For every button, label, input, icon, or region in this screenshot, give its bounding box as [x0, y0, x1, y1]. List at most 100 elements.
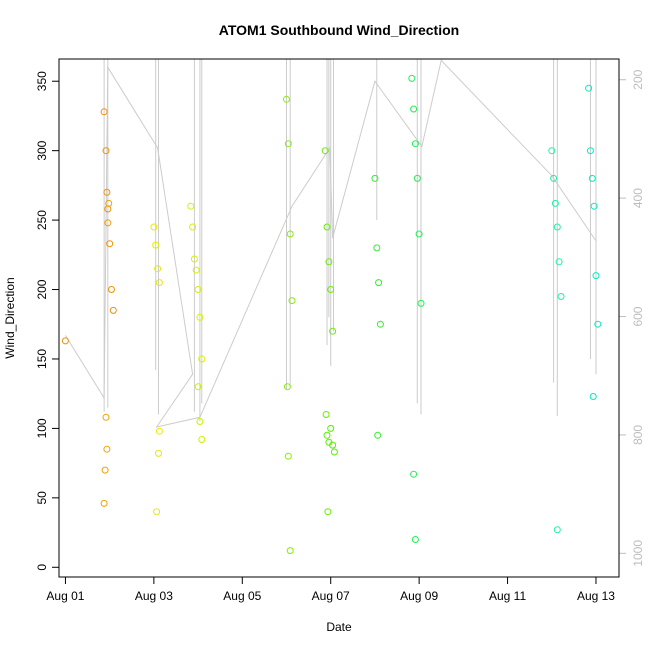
- data-point: [155, 279, 163, 287]
- points-layer: [61, 74, 602, 555]
- x-tick-label: Aug 05: [223, 589, 261, 603]
- x-tick-label: Aug 01: [46, 589, 84, 603]
- data-point: [192, 266, 200, 274]
- data-point: [589, 393, 597, 400]
- data-point: [325, 258, 333, 266]
- x-axis: Aug 01 Aug 03 Aug 05 Aug 07 Aug 09 Aug 11 Aug …: [46, 576, 615, 603]
- data-point: [557, 293, 565, 300]
- data-point: [286, 547, 294, 555]
- y-axis-label: Wind_Direction: [3, 277, 17, 358]
- data-point: [109, 306, 117, 314]
- data-point: [417, 299, 425, 307]
- y-tick-label: 0: [35, 564, 49, 571]
- data-point: [284, 452, 292, 460]
- data-point: [592, 272, 600, 280]
- data-point: [375, 279, 383, 287]
- data-point: [413, 174, 421, 182]
- data-point: [196, 313, 204, 321]
- data-point: [408, 74, 416, 82]
- data-point: [415, 230, 423, 238]
- data-point: [101, 466, 109, 474]
- data-point: [102, 413, 110, 421]
- right-tick-label: 200: [631, 69, 645, 89]
- data-point: [103, 188, 111, 196]
- data-point: [100, 499, 108, 507]
- data-point: [196, 418, 204, 425]
- right-tick-label: 600: [631, 306, 645, 326]
- x-tick-label: Aug 03: [135, 589, 173, 603]
- data-point: [104, 219, 112, 227]
- data-point: [411, 536, 419, 543]
- data-point: [61, 337, 69, 345]
- data-point: [154, 265, 162, 273]
- data-point: [198, 436, 206, 443]
- x-tick-label: Aug 13: [577, 589, 615, 603]
- data-point: [155, 449, 162, 457]
- data-point: [288, 297, 296, 305]
- data-point: [189, 223, 197, 231]
- y-tick-label: 150: [35, 349, 49, 369]
- data-point: [323, 431, 331, 439]
- data-point: [594, 320, 602, 328]
- data-point: [150, 223, 158, 231]
- data-point: [330, 448, 338, 456]
- data-point: [588, 174, 596, 182]
- track-lines: [64, 59, 597, 428]
- data-point: [329, 327, 337, 335]
- data-point: [410, 470, 418, 478]
- data-point: [590, 202, 598, 210]
- y-tick-label: 350: [35, 71, 49, 91]
- data-point: [283, 95, 290, 103]
- data-point: [373, 244, 381, 252]
- data-point: [187, 202, 195, 210]
- x-tick-label: Aug 09: [400, 589, 438, 603]
- data-point: [155, 427, 163, 435]
- data-point: [327, 286, 335, 293]
- data-point: [153, 508, 161, 516]
- data-point: [329, 441, 337, 449]
- right-tick-label: 800: [631, 425, 645, 445]
- data-point: [194, 383, 202, 391]
- right-tick-label: 1000: [631, 540, 645, 567]
- data-point: [103, 445, 111, 453]
- y-tick-label: 250: [35, 210, 49, 230]
- data-point: [108, 286, 115, 293]
- data-point: [286, 230, 294, 238]
- data-point: [374, 431, 382, 439]
- data-point: [106, 240, 114, 248]
- x-axis-label: Date: [326, 620, 352, 634]
- data-point: [411, 140, 419, 148]
- chart-title: ATOM1 Southbound Wind_Direction: [219, 22, 459, 38]
- data-point: [100, 108, 108, 116]
- data-point: [105, 199, 113, 207]
- y-axis: 0 50 100 150 200 250 300 350: [35, 71, 59, 571]
- data-point: [324, 508, 332, 516]
- y-tick-label: 100: [35, 418, 49, 438]
- data-point: [194, 286, 202, 293]
- plot-frame: [58, 58, 620, 578]
- data-point: [198, 355, 206, 363]
- track-line: [64, 59, 597, 428]
- data-point: [410, 105, 418, 113]
- data-point: [190, 255, 198, 263]
- data-point: [152, 241, 160, 249]
- y-tick-label: 200: [35, 279, 49, 299]
- data-point: [322, 411, 330, 418]
- y-tick-label: 50: [35, 491, 49, 505]
- data-point: [586, 147, 594, 155]
- right-axis: 200 400 600 800 1000: [619, 69, 645, 567]
- y-tick-label: 300: [35, 140, 49, 160]
- data-point: [585, 84, 593, 92]
- data-point: [376, 320, 384, 328]
- data-point: [548, 147, 556, 155]
- data-point: [323, 223, 331, 231]
- data-point: [550, 174, 558, 182]
- data-point: [553, 526, 561, 534]
- data-point: [555, 258, 563, 266]
- data-point: [283, 383, 291, 391]
- data-point: [102, 147, 110, 155]
- data-point: [321, 147, 329, 155]
- x-tick-label: Aug 07: [312, 589, 350, 603]
